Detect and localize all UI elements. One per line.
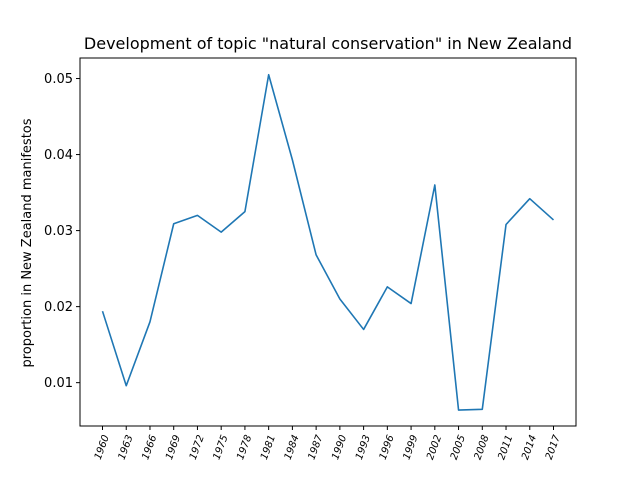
x-tick-label: 1981	[259, 434, 278, 462]
x-tick-label: 1972	[188, 434, 207, 462]
x-tick-label: 1963	[117, 434, 136, 462]
y-tick-label: 0.02	[44, 300, 73, 315]
x-tick-label: 1960	[93, 434, 112, 462]
y-axis-ticks: 0.01 0.02 0.03 0.04 0.05	[44, 72, 80, 391]
x-tick-label: 1987	[306, 433, 325, 461]
x-axis-ticks: 1960 1963 1966 1969 1972 1975 1978 1981 1984 1987…	[93, 426, 563, 461]
x-tick-label: 2008	[473, 434, 492, 462]
x-tick-label: 2014	[520, 434, 539, 462]
x-tick-label: 1996	[378, 434, 397, 462]
x-tick-label: 2002	[425, 434, 444, 462]
chart-title: Development of topic "natural conservati…	[84, 34, 572, 53]
y-tick-label: 0.03	[44, 224, 73, 239]
x-tick-label: 1978	[235, 434, 254, 462]
x-tick-label: 1969	[164, 434, 183, 462]
x-tick-label: 1984	[283, 434, 302, 462]
plot-frame	[79, 57, 577, 427]
x-tick-label: 2017	[544, 433, 563, 461]
x-tick-label: 1990	[330, 434, 349, 462]
y-tick-label: 0.01	[44, 376, 73, 391]
series-line	[101, 73, 555, 411]
y-tick-label: 0.04	[44, 148, 73, 163]
x-tick-label: 1975	[212, 434, 231, 462]
x-tick-label: 1966	[140, 434, 159, 462]
y-tick-label: 0.05	[44, 72, 73, 87]
x-tick-label: 2005	[449, 434, 468, 462]
x-tick-label: 1993	[354, 434, 373, 462]
series-group	[101, 73, 555, 411]
x-tick-label: 2011	[496, 434, 515, 462]
y-axis-label: proportion in New Zealand manifestos	[20, 118, 35, 367]
x-tick-label: 1999	[401, 434, 420, 462]
